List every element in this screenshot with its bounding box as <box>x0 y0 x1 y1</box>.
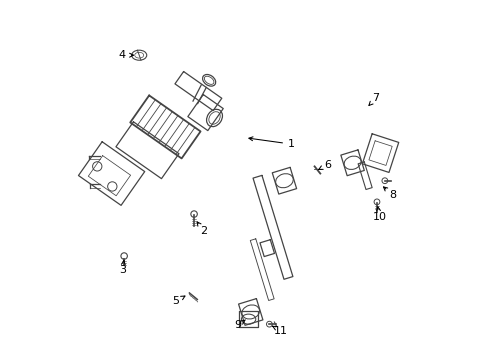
Text: 2: 2 <box>200 226 207 236</box>
Text: 5: 5 <box>172 296 180 306</box>
Text: 10: 10 <box>372 212 387 221</box>
Text: 7: 7 <box>372 93 379 103</box>
Text: 4: 4 <box>119 50 126 60</box>
Text: 1: 1 <box>288 139 295 149</box>
Text: 6: 6 <box>324 160 331 170</box>
Text: 9: 9 <box>234 320 242 330</box>
Text: 8: 8 <box>389 190 396 200</box>
Text: 3: 3 <box>119 265 126 275</box>
Text: 11: 11 <box>274 325 288 336</box>
